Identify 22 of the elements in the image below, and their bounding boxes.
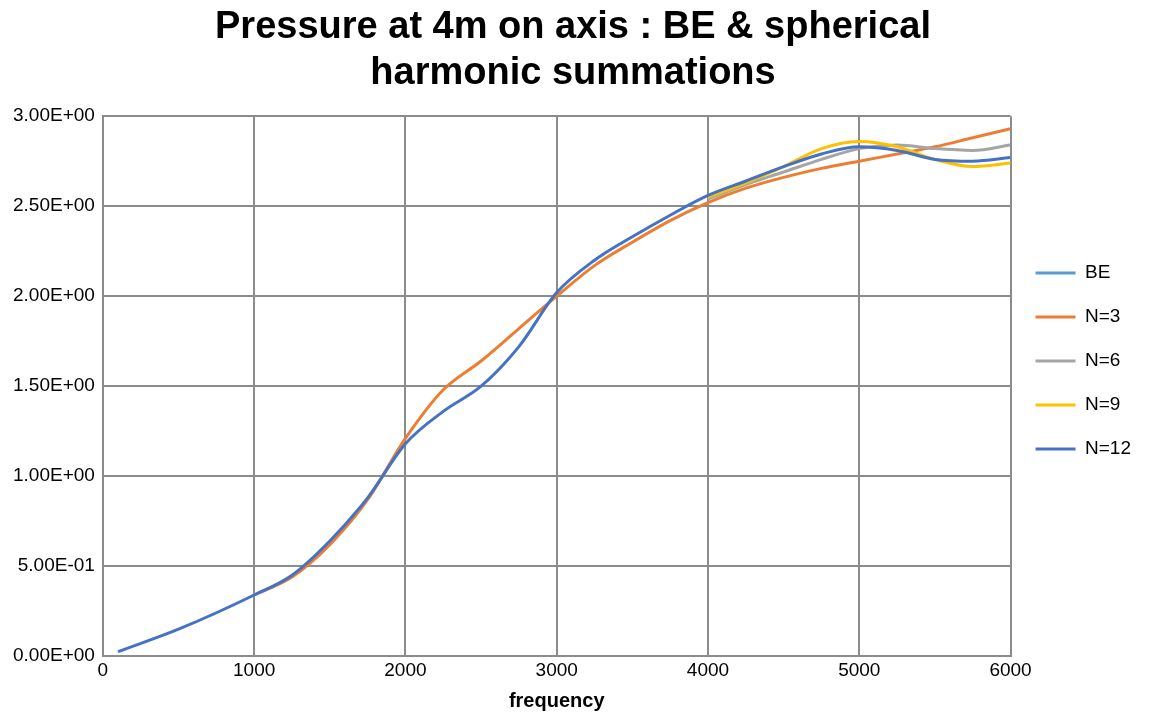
- legend-label: N=3: [1085, 305, 1121, 327]
- x-tick-label: 6000: [989, 658, 1032, 680]
- y-tick-label: 3.00E+00: [12, 104, 95, 126]
- x-tick-label: 0: [97, 658, 109, 680]
- y-tick-label: 2.50E+00: [12, 194, 95, 216]
- line-series: [116, 145, 1011, 654]
- chart-title: Pressure at 4m on axis : BE & spherical harmonic summations: [215, 4, 931, 92]
- legend-label: N=9: [1085, 393, 1121, 415]
- y-tick-label: 0.00E+00: [12, 644, 95, 666]
- x-axis-title: frequency: [508, 688, 606, 711]
- legend-label: N=6: [1085, 349, 1121, 371]
- legend-label: N=12: [1085, 437, 1131, 459]
- y-tick-label: 5.00E-01: [17, 554, 95, 576]
- legend-label: BE: [1085, 261, 1111, 283]
- x-tick-label: 1000: [233, 658, 276, 680]
- y-tick-label: 2.00E+00: [12, 284, 95, 306]
- x-tick-label: 3000: [535, 658, 578, 680]
- x-tick-label: 2000: [384, 658, 427, 680]
- x-tick-label: 5000: [838, 658, 881, 680]
- y-tick-label: 1.00E+00: [12, 464, 95, 486]
- x-tick-label: 4000: [686, 658, 730, 680]
- y-tick-label: 1.50E+00: [12, 374, 95, 396]
